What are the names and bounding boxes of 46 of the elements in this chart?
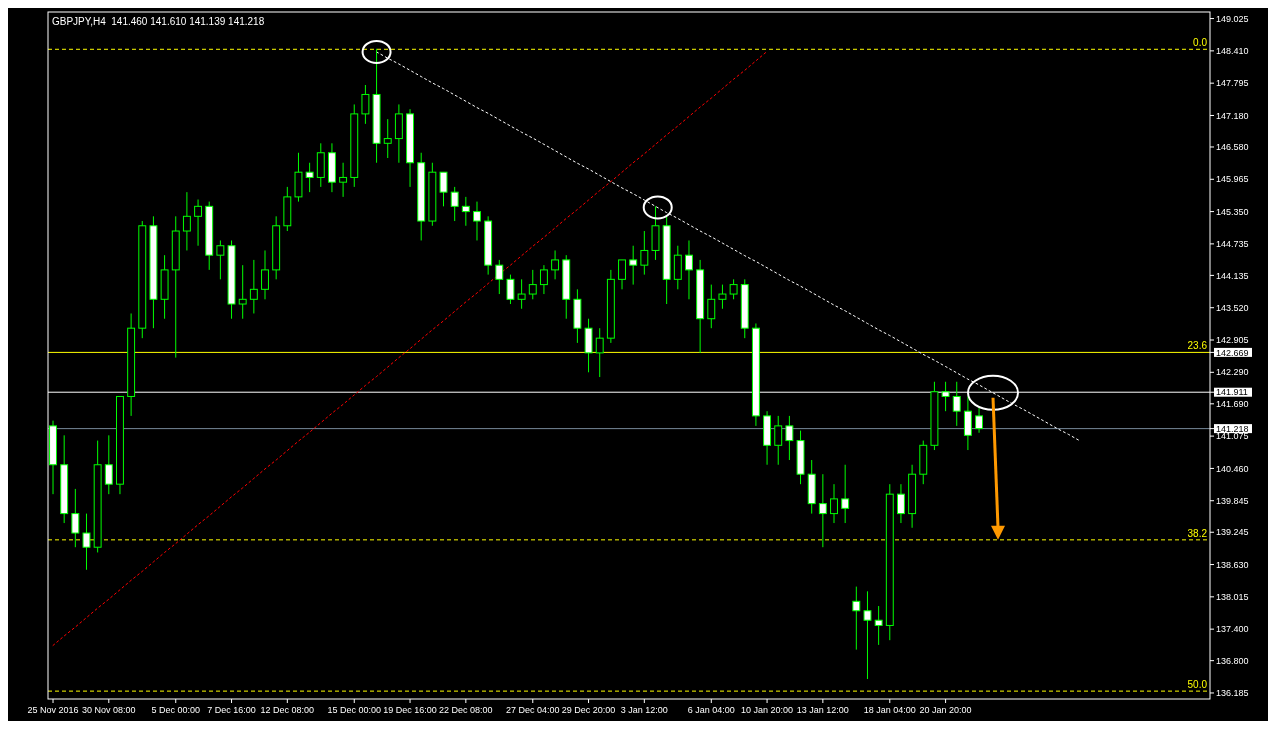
x-tick-label: 25 Nov 2016 [27, 705, 79, 715]
y-tick-label: 142.669 [1216, 347, 1249, 358]
annotation: 23.6 [1187, 340, 1208, 352]
y-tick-label: 146.580 [1216, 142, 1249, 153]
x-tick-label: 13 Jan 12:00 [796, 705, 849, 715]
x-tick-label: 20 Jan 20:00 [919, 705, 972, 715]
x-tick-label: 5 Dec 00:00 [151, 705, 201, 715]
x-tick-label: 29 Dec 20:00 [561, 705, 616, 715]
y-tick-label: 141.911 [1216, 387, 1248, 398]
annotation: 50.0 [1187, 679, 1208, 691]
x-tick-label: 3 Jan 12:00 [620, 705, 668, 715]
y-tick-label: 139.245 [1216, 527, 1249, 538]
y-tick-label: 137.400 [1216, 624, 1249, 635]
x-tick-label: 12 Dec 08:00 [260, 705, 315, 715]
y-tick-label: 145.350 [1216, 206, 1249, 217]
y-tick-label: 148.410 [1216, 46, 1249, 57]
y-tick-label: 136.800 [1216, 655, 1249, 666]
y-tick-label: 142.905 [1216, 335, 1249, 346]
y-tick-label: 139.845 [1216, 495, 1249, 506]
y-tick-label: 141.218 [1216, 423, 1249, 434]
annotation: 38.2 [1187, 527, 1208, 539]
x-tick-label: 27 Dec 04:00 [506, 705, 560, 715]
y-tick-label: 149.025 [1216, 13, 1249, 24]
y-tick-label: 140.460 [1216, 463, 1249, 474]
x-tick-label: 6 Jan 04:00 [687, 705, 735, 715]
x-tick-label: 18 Jan 04:00 [863, 705, 916, 715]
y-tick-label: 145.965 [1216, 174, 1249, 185]
x-tick-label: 10 Jan 20:00 [741, 705, 794, 715]
y-tick-label: 138.015 [1216, 591, 1249, 602]
x-tick-label: 15 Dec 00:00 [327, 705, 382, 715]
y-tick-label: 147.795 [1216, 78, 1249, 89]
x-tick-label: 19 Dec 16:00 [383, 705, 437, 715]
x-tick-label: 30 Nov 08:00 [82, 705, 136, 715]
y-tick-label: 141.075 [1216, 431, 1249, 442]
y-tick-label: 144.735 [1216, 239, 1249, 250]
y-tick-label: 142.290 [1216, 367, 1249, 378]
y-tick-label: 136.185 [1216, 688, 1249, 699]
y-tick-label: 141.690 [1216, 398, 1249, 409]
x-tick-label: 7 Dec 16:00 [207, 705, 256, 715]
y-tick-label: 147.180 [1216, 110, 1249, 121]
annotation: 0.0 [1193, 37, 1208, 49]
y-tick-label: 144.135 [1216, 270, 1249, 281]
x-tick-label: 22 Dec 08:00 [439, 705, 493, 715]
y-tick-label: 143.520 [1216, 302, 1249, 313]
chart-title: GBPJPY,H4 141.460 141.610 141.139 141.218 [52, 16, 265, 27]
y-tick-label: 138.630 [1216, 559, 1249, 570]
